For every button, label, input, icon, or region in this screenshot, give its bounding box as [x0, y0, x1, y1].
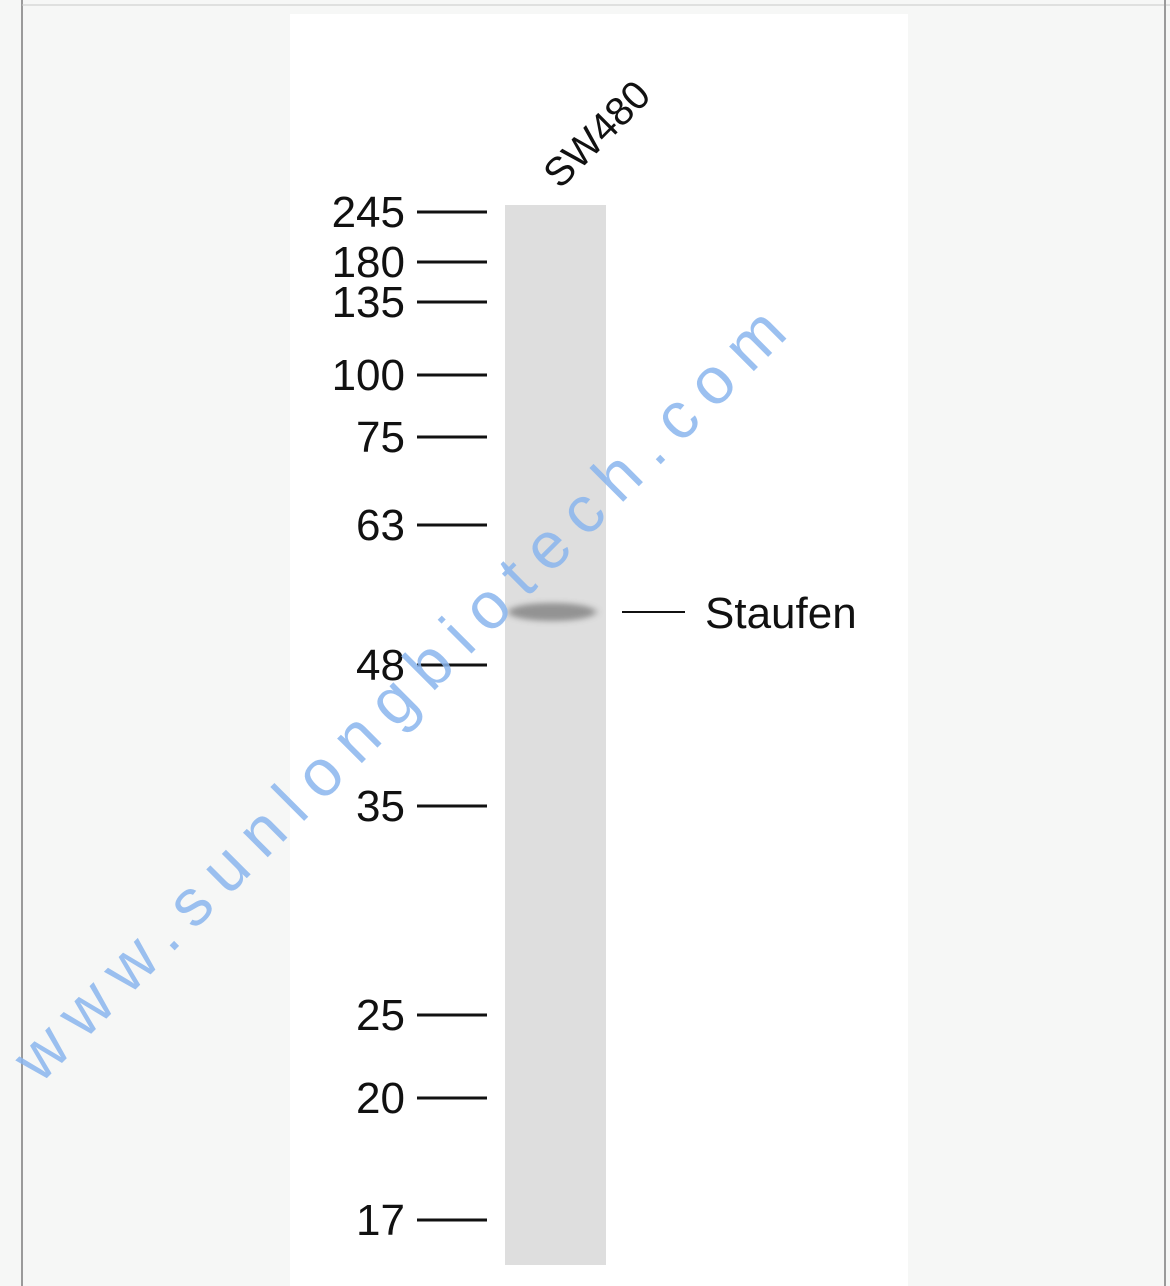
marker-label: 135 — [332, 278, 405, 327]
marker-label: 35 — [356, 782, 405, 831]
marker-label: 25 — [356, 991, 405, 1040]
figure: SW480 Staufen 24518013510075634835252017… — [0, 0, 1170, 1286]
marker-label: 17 — [356, 1196, 405, 1245]
band-label: Staufen — [705, 589, 857, 638]
page: SW480 Staufen 24518013510075634835252017… — [0, 0, 1170, 1286]
marker-label: 63 — [356, 501, 405, 550]
marker-label: 75 — [356, 413, 405, 462]
marker-label: 100 — [332, 351, 405, 400]
marker-label: 20 — [356, 1074, 405, 1123]
marker-label: 245 — [332, 188, 405, 237]
lane — [505, 205, 606, 1265]
